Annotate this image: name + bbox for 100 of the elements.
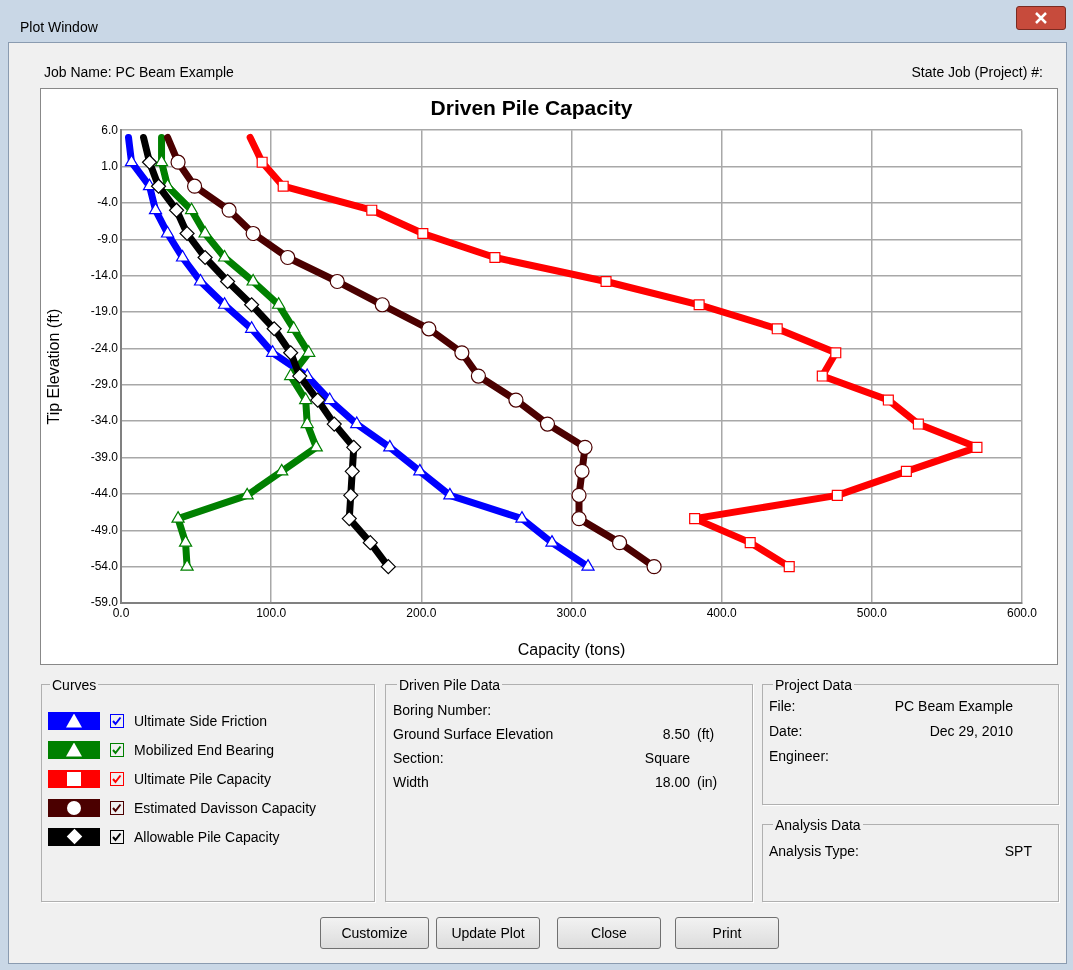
point (489, 251, 501, 264)
point (246, 273, 260, 286)
point (329, 273, 345, 290)
text: Boring Number: (393, 702, 492, 718)
text: 8.50 (662, 726, 690, 742)
text: Engineer: (769, 748, 829, 764)
point (646, 559, 662, 575)
text: File: (769, 698, 796, 714)
point (744, 537, 756, 549)
point (186, 178, 203, 194)
y-tick-label: 6.0 (101, 122, 119, 137)
point (443, 487, 457, 500)
point (346, 439, 362, 455)
point (300, 416, 314, 429)
point (193, 273, 208, 286)
legend-label: Allowable Pile Capacity (134, 828, 280, 845)
x-tick-label: 100.0 (256, 605, 287, 620)
point (830, 347, 842, 359)
point (454, 345, 470, 361)
point (417, 227, 429, 240)
point (693, 299, 705, 311)
point (508, 392, 524, 408)
y-tick-label: -49.0 (90, 522, 119, 537)
legend-label: Estimated Davisson Capacity (134, 799, 317, 816)
point (280, 249, 296, 266)
point (689, 513, 701, 525)
point (244, 297, 260, 313)
point (198, 225, 212, 238)
point (341, 511, 357, 527)
point (571, 487, 587, 503)
y-tick-label: 1.0 (101, 158, 119, 173)
text: Update Plot (436, 917, 540, 949)
point (816, 370, 828, 382)
y-tick-label: -9.0 (97, 231, 119, 246)
point (275, 463, 289, 476)
point (244, 321, 259, 333)
point (168, 202, 185, 218)
point (470, 368, 486, 384)
point (343, 487, 359, 503)
text: Close (557, 917, 661, 949)
point (326, 416, 342, 432)
point (171, 511, 185, 523)
point (971, 441, 983, 453)
y-tick-label: -29.0 (90, 377, 119, 392)
text: Analysis Type: (769, 843, 860, 859)
point (256, 156, 268, 168)
point (217, 249, 232, 262)
point (221, 202, 237, 218)
y-axis-title: Tip Elevation (ft) (45, 308, 63, 425)
point (310, 392, 326, 408)
text: Plot Window (20, 19, 98, 35)
text: Square (644, 750, 690, 766)
point (574, 463, 590, 479)
point (148, 202, 163, 215)
text: SPT (1004, 843, 1032, 859)
point (277, 180, 289, 192)
y-tick-label: -34.0 (90, 413, 119, 428)
point (266, 345, 280, 357)
point (515, 511, 529, 523)
point (571, 511, 587, 527)
y-tick-label: -24.0 (90, 340, 119, 355)
point (831, 489, 843, 501)
text: Driven Pile Data (397, 677, 503, 693)
text: (ft) (697, 726, 715, 742)
text: Section: (393, 750, 444, 766)
y-tick-label: -14.0 (90, 267, 119, 282)
point (900, 465, 912, 477)
point (272, 297, 286, 309)
point (545, 535, 559, 547)
text: Customize (320, 917, 429, 949)
point (302, 345, 316, 357)
point (141, 154, 158, 170)
point (178, 535, 193, 547)
point (539, 416, 556, 432)
point (577, 439, 593, 455)
text: Analysis Data (773, 817, 863, 833)
y-tick-label: -54.0 (90, 558, 119, 573)
point (366, 204, 378, 216)
text: Dec 29, 2010 (929, 723, 1013, 739)
point (421, 321, 437, 337)
point (380, 559, 396, 575)
text: Job Name: PC Beam Example (44, 64, 234, 80)
x-tick-label: 300.0 (556, 605, 587, 620)
point (362, 535, 378, 551)
chart-title: Driven Pile Capacity (430, 96, 633, 120)
point (150, 178, 167, 194)
point (323, 392, 337, 405)
point (197, 249, 213, 266)
text: Ground Surface Elevation (393, 726, 554, 742)
point (350, 416, 364, 429)
point (287, 321, 301, 333)
point (374, 297, 390, 313)
text: Date: (769, 723, 803, 739)
point (882, 394, 894, 406)
point (170, 154, 186, 170)
point (179, 225, 195, 242)
text: 18.00 (654, 774, 690, 790)
x-tick-label: 400.0 (706, 605, 738, 620)
point (220, 273, 236, 290)
x-axis-title: Capacity (tons) (517, 640, 626, 658)
